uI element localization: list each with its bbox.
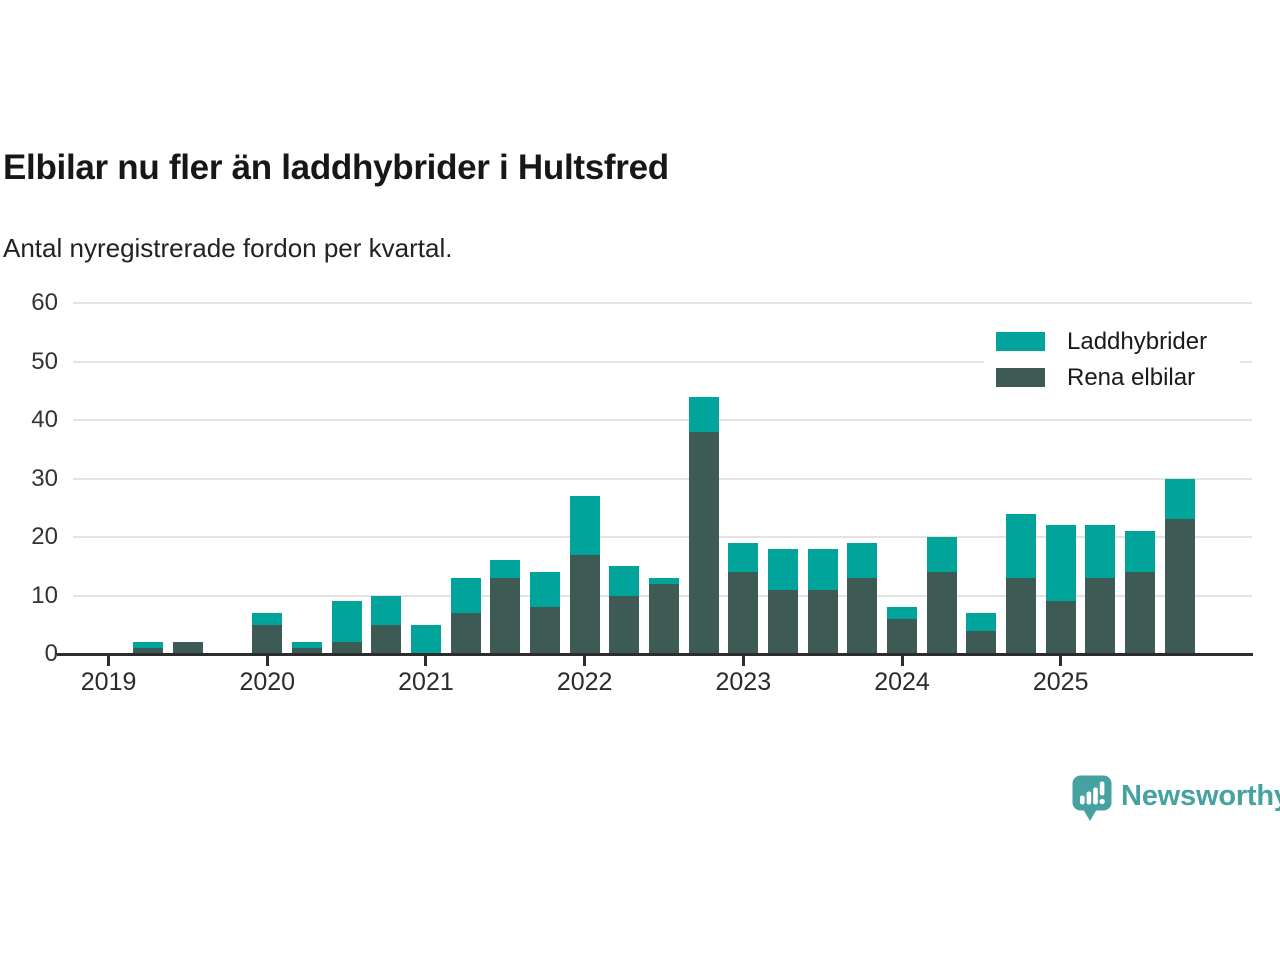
- bar-2023-k3-laddhybrider: [807, 548, 838, 590]
- y-axis-label-0: 0: [44, 640, 58, 667]
- bar-2022-k4-laddhybrider: [688, 396, 719, 432]
- bar-2024-k2-rena-elbilar: [926, 572, 957, 654]
- bar-2023-k4-laddhybrider: [847, 542, 878, 578]
- bar-2021-k2-rena-elbilar: [450, 613, 481, 654]
- bar-2021-k2-laddhybrider: [450, 577, 481, 614]
- bar-2024-k2-laddhybrider: [926, 537, 957, 573]
- bar-2023-k1-laddhybrider: [728, 542, 759, 573]
- bar-2025-k1-laddhybrider: [1045, 525, 1076, 602]
- x-axis-tick-2022: [583, 656, 587, 666]
- x-axis-label-2021: 2021: [398, 668, 454, 696]
- bar-2019-k2-laddhybrider: [133, 642, 164, 649]
- bar-2024-k1-laddhybrider: [887, 607, 917, 619]
- x-axis-label-2023: 2023: [715, 668, 772, 696]
- bar-2024-k1-rena-elbilar: [887, 618, 917, 654]
- bar-2020-k4-laddhybrider: [371, 595, 402, 625]
- bar-2024-k4-rena-elbilar: [1006, 577, 1036, 654]
- bar-2025-k2-rena-elbilar: [1085, 577, 1116, 654]
- bar-2020-k4-rena-elbilar: [371, 624, 402, 654]
- y-axis-label-20: 20: [31, 523, 58, 550]
- bar-2022-k2-laddhybrider: [609, 566, 640, 596]
- bar-2024-k3-rena-elbilar: [966, 630, 997, 654]
- legend-label-laddhybrider: Laddhybrider: [1067, 328, 1208, 355]
- gridline-40: [73, 419, 1252, 421]
- x-axis-tick-2020: [265, 656, 269, 666]
- gridline-60: [73, 302, 1252, 304]
- chart-subtitle: Antal nyregistrerade fordon per kvartal.: [3, 233, 453, 263]
- legend: Laddhybrider Rena elbilar: [984, 318, 1240, 401]
- newsworthy-logo-text: Newsworthy: [1121, 780, 1280, 812]
- bar-2023-k3-rena-elbilar: [807, 589, 838, 654]
- bar-2023-k4-rena-elbilar: [847, 577, 878, 654]
- bar-2020-k2-laddhybrider: [291, 642, 322, 649]
- x-axis-label-2019: 2019: [80, 668, 137, 696]
- legend-swatch-laddhybrider: [996, 332, 1045, 351]
- bar-2025-k3-rena-elbilar: [1125, 572, 1156, 654]
- x-axis-label-2025: 2025: [1032, 668, 1089, 696]
- bar-2023-k1-rena-elbilar: [728, 572, 759, 654]
- y-axis-label-40: 40: [31, 406, 58, 433]
- y-axis-label-60: 60: [31, 289, 58, 316]
- y-axis-label-10: 10: [31, 581, 58, 609]
- newsworthy-bubble-chart-icon: [1072, 775, 1112, 821]
- bar-2021-k1-laddhybrider: [410, 624, 441, 654]
- x-axis-label-2024: 2024: [874, 668, 930, 696]
- x-axis-label-2022: 2022: [556, 668, 613, 696]
- x-axis-tick-2019: [107, 656, 111, 666]
- bar-2019-k3-rena-elbilar: [172, 642, 203, 654]
- legend-item-laddhybrider: Laddhybrider: [996, 328, 1228, 355]
- legend-item-rena-elbilar: Rena elbilar: [996, 364, 1228, 391]
- bar-2025-k3-laddhybrider: [1125, 531, 1156, 573]
- x-axis-tick-2023: [741, 656, 745, 666]
- bar-2025-k2-laddhybrider: [1085, 525, 1116, 578]
- bar-2025-k1-rena-elbilar: [1045, 601, 1076, 654]
- bar-2025-k4-laddhybrider: [1164, 478, 1195, 520]
- bar-2023-k2-laddhybrider: [767, 548, 798, 590]
- x-axis-tick-2025: [1059, 656, 1063, 666]
- bar-2022-k3-rena-elbilar: [648, 583, 679, 654]
- x-axis-line: [57, 653, 1253, 656]
- bar-2020-k2-rena-elbilar: [291, 648, 322, 654]
- bar-2022-k3-laddhybrider: [648, 577, 679, 584]
- bar-2020-k1-rena-elbilar: [252, 624, 283, 654]
- gridline-30: [73, 477, 1252, 480]
- bar-2025-k4-rena-elbilar: [1164, 519, 1195, 654]
- bar-2020-k3-rena-elbilar: [331, 642, 362, 654]
- x-axis-tick-2024: [900, 656, 904, 666]
- bar-2021-k3-rena-elbilar: [490, 577, 521, 654]
- bar-2024-k3-laddhybrider: [966, 613, 997, 631]
- bar-2022-k4-rena-elbilar: [688, 431, 719, 654]
- newsworthy-logo: Newsworthy: [1072, 775, 1280, 822]
- bar-2022-k1-rena-elbilar: [569, 554, 600, 654]
- bar-2024-k4-laddhybrider: [1006, 513, 1036, 578]
- x-axis-tick-2021: [424, 656, 428, 666]
- gridline-20: [73, 536, 1252, 538]
- bar-2020-k3-laddhybrider: [331, 601, 362, 643]
- gridline-50: [73, 360, 1252, 363]
- y-axis-label-50: 50: [31, 347, 58, 375]
- x-axis-label-2020: 2020: [239, 668, 296, 696]
- y-axis-label-30: 30: [31, 464, 58, 492]
- legend-label-rena-elbilar: Rena elbilar: [1067, 364, 1196, 391]
- bar-2019-k2-rena-elbilar: [133, 648, 164, 654]
- bar-2020-k1-laddhybrider: [252, 613, 283, 625]
- bar-2022-k1-laddhybrider: [569, 496, 600, 555]
- legend-swatch-rena-elbilar: [996, 368, 1045, 387]
- bar-2021-k4-laddhybrider: [529, 572, 560, 608]
- bar-2021-k4-rena-elbilar: [529, 607, 560, 654]
- bar-2021-k3-laddhybrider: [490, 560, 521, 578]
- bar-2023-k2-rena-elbilar: [767, 589, 798, 654]
- chart-title: Elbilar nu fler än laddhybrider i Hultsf…: [3, 148, 669, 187]
- bar-2022-k2-rena-elbilar: [609, 595, 640, 654]
